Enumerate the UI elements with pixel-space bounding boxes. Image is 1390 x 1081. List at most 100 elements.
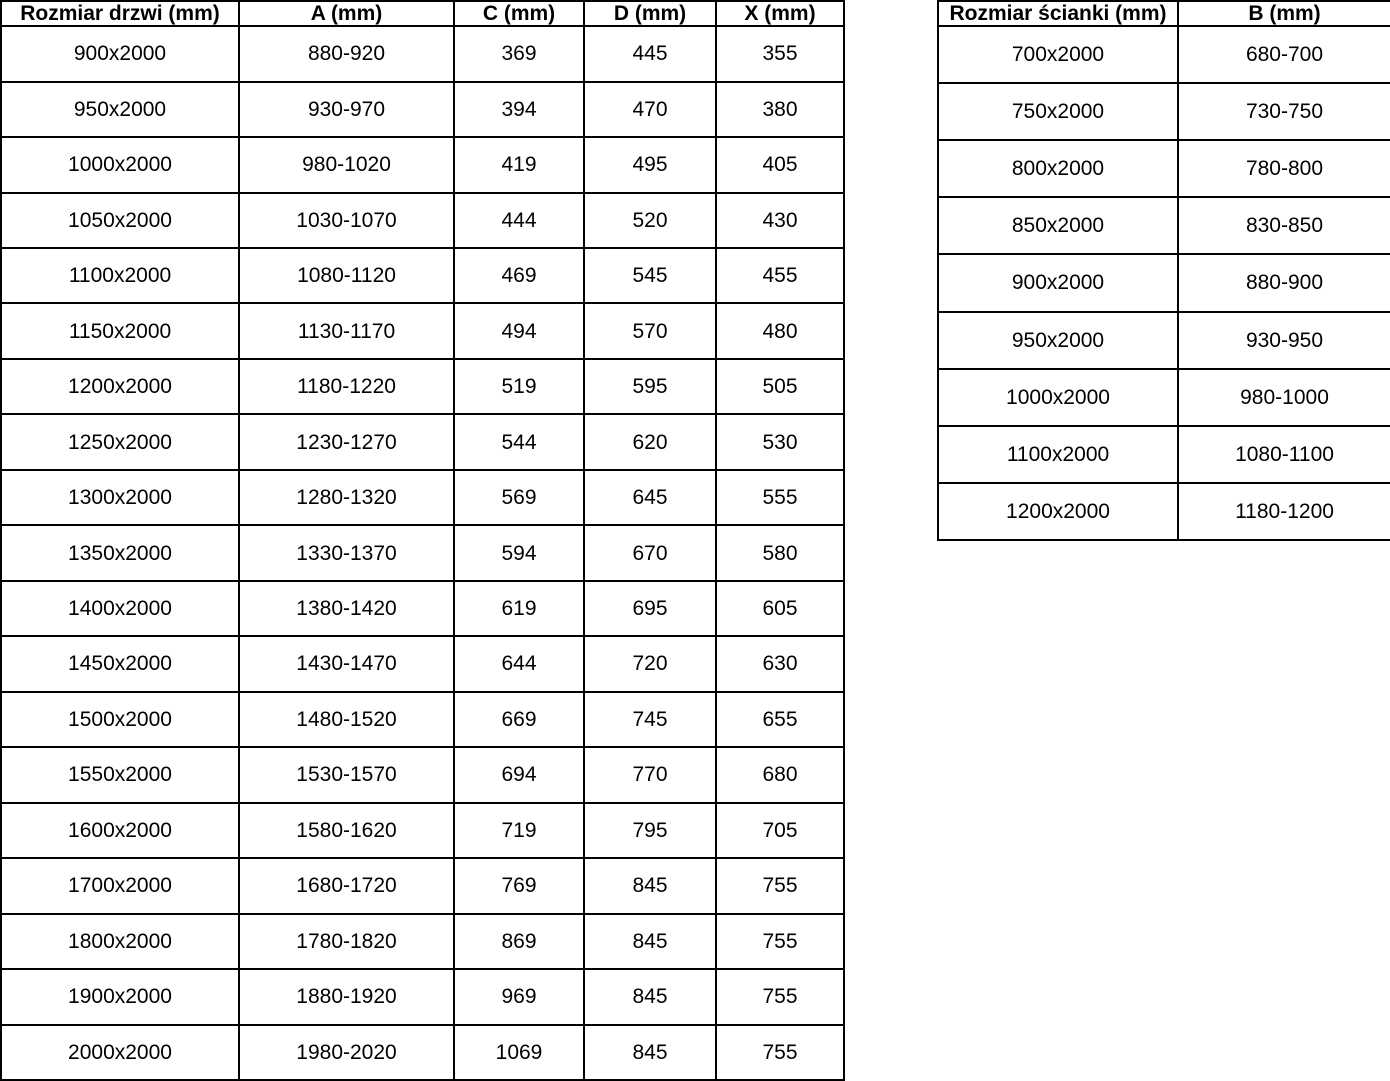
table-cell: 1200x2000 xyxy=(0,357,240,416)
table-cell: 520 xyxy=(583,191,717,249)
table-row: 1400x2000 1380-1420 619 695 605 xyxy=(0,579,845,638)
table-row: 800x2000 780-800 xyxy=(937,139,1390,199)
table-row: 1600x2000 1580-1620 719 795 705 xyxy=(0,801,845,860)
table-cell: 1900x2000 xyxy=(0,968,240,1026)
table-cell: 795 xyxy=(583,801,717,860)
table-cell: 969 xyxy=(453,968,585,1026)
table-cell: 1600x2000 xyxy=(0,801,240,860)
table-cell: 755 xyxy=(715,968,845,1026)
table-cell: 1150x2000 xyxy=(0,302,240,360)
table-cell: 1980-2020 xyxy=(238,1023,455,1081)
header-row: Rozmiar drzwi (mm) A (mm) C (mm) D (mm) X (m… xyxy=(0,0,845,28)
table-cell: 455 xyxy=(715,246,845,305)
column-header: Rozmiar ścianki (mm) xyxy=(937,0,1179,28)
table-cell: 1580-1620 xyxy=(238,801,455,860)
table-cell: 1500x2000 xyxy=(0,690,240,749)
table-cell: 1080-1120 xyxy=(238,246,455,305)
table-cell: 369 xyxy=(453,25,585,83)
table-cell: 444 xyxy=(453,191,585,249)
table-cell: 1800x2000 xyxy=(0,912,240,971)
table-cell: 555 xyxy=(715,468,845,527)
table-cell: 419 xyxy=(453,136,585,194)
table-cell: 900x2000 xyxy=(937,253,1179,313)
table-cell: 1250x2000 xyxy=(0,413,240,471)
table-cell: 494 xyxy=(453,302,585,360)
table-cell: 605 xyxy=(715,579,845,638)
table-cell: 505 xyxy=(715,357,845,416)
table-cell: 780-800 xyxy=(1177,139,1390,199)
table-cell: 1069 xyxy=(453,1023,585,1081)
table-cell: 469 xyxy=(453,246,585,305)
table-row: 1150x2000 1130-1170 494 570 480 xyxy=(0,302,845,360)
table-cell: 644 xyxy=(453,635,585,693)
table-row: 700x2000 680-700 xyxy=(937,25,1390,85)
table-cell: 544 xyxy=(453,413,585,471)
table-row: 750x2000 730-750 xyxy=(937,82,1390,142)
header-row: Rozmiar ścianki (mm) B (mm) xyxy=(937,0,1390,28)
table-cell: 850x2000 xyxy=(937,196,1179,256)
table-row: 950x2000 930-970 394 470 380 xyxy=(0,80,845,139)
table-cell: 470 xyxy=(583,80,717,139)
table-cell: 1330-1370 xyxy=(238,524,455,582)
table-cell: 670 xyxy=(583,524,717,582)
table-row: 900x2000 880-900 xyxy=(937,253,1390,313)
table-cell: 755 xyxy=(715,1023,845,1081)
table-cell: 1550x2000 xyxy=(0,746,240,804)
door-size-table: Rozmiar drzwi (mm) A (mm) C (mm) D (mm) X (m… xyxy=(0,0,845,1081)
table-cell: 580 xyxy=(715,524,845,582)
table-cell: 1880-1920 xyxy=(238,968,455,1026)
table-row: 1000x2000 980-1020 419 495 405 xyxy=(0,136,845,194)
table-cell: 770 xyxy=(583,746,717,804)
table-cell: 1000x2000 xyxy=(0,136,240,194)
table-cell: 645 xyxy=(583,468,717,527)
table-cell: 1530-1570 xyxy=(238,746,455,804)
table-cell: 800x2000 xyxy=(937,139,1179,199)
table-cell: 1000x2000 xyxy=(937,367,1179,427)
table-cell: 519 xyxy=(453,357,585,416)
table-cell: 694 xyxy=(453,746,585,804)
table-cell: 755 xyxy=(715,857,845,915)
table-cell: 900x2000 xyxy=(0,25,240,83)
table-cell: 1680-1720 xyxy=(238,857,455,915)
table-cell: 1450x2000 xyxy=(0,635,240,693)
table-cell: 655 xyxy=(715,690,845,749)
table-cell: 594 xyxy=(453,524,585,582)
table-cell: 620 xyxy=(583,413,717,471)
table-cell: 1100x2000 xyxy=(937,424,1179,484)
table-cell: 1350x2000 xyxy=(0,524,240,582)
table-cell: 845 xyxy=(583,968,717,1026)
table-cell: 1480-1520 xyxy=(238,690,455,749)
table-cell: 930-970 xyxy=(238,80,455,139)
table-cell: 845 xyxy=(583,912,717,971)
table-row: 1200x2000 1180-1200 xyxy=(937,481,1390,542)
table-cell: 845 xyxy=(583,1023,717,1081)
table-row: 1100x2000 1080-1120 469 545 455 xyxy=(0,246,845,305)
table-cell: 880-920 xyxy=(238,25,455,83)
table-row: 1500x2000 1480-1520 669 745 655 xyxy=(0,690,845,749)
table-cell: 1180-1220 xyxy=(238,357,455,416)
table-row: 1200x2000 1180-1220 519 595 505 xyxy=(0,357,845,416)
table-row: 1050x2000 1030-1070 444 520 430 xyxy=(0,191,845,249)
table-row: 1800x2000 1780-1820 869 845 755 xyxy=(0,912,845,971)
table-cell: 1700x2000 xyxy=(0,857,240,915)
table-cell: 750x2000 xyxy=(937,82,1179,142)
table-cell: 680-700 xyxy=(1177,25,1390,85)
table-cell: 1080-1100 xyxy=(1177,424,1390,484)
table-cell: 869 xyxy=(453,912,585,971)
table-cell: 595 xyxy=(583,357,717,416)
table-cell: 880-900 xyxy=(1177,253,1390,313)
table-cell: 845 xyxy=(583,857,717,915)
table-row: 1550x2000 1530-1570 694 770 680 xyxy=(0,746,845,804)
wall-size-table: Rozmiar ścianki (mm) B (mm) 700x2000 680-70… xyxy=(937,0,1390,542)
column-header: D (mm) xyxy=(583,0,717,28)
table-cell: 720 xyxy=(583,635,717,693)
column-header: C (mm) xyxy=(453,0,585,28)
table-row: 1450x2000 1430-1470 644 720 630 xyxy=(0,635,845,693)
table-cell: 1400x2000 xyxy=(0,579,240,638)
table-cell: 830-850 xyxy=(1177,196,1390,256)
table-cell: 2000x2000 xyxy=(0,1023,240,1081)
table-row: 1000x2000 980-1000 xyxy=(937,367,1390,427)
table-cell: 480 xyxy=(715,302,845,360)
table-cell: 569 xyxy=(453,468,585,527)
